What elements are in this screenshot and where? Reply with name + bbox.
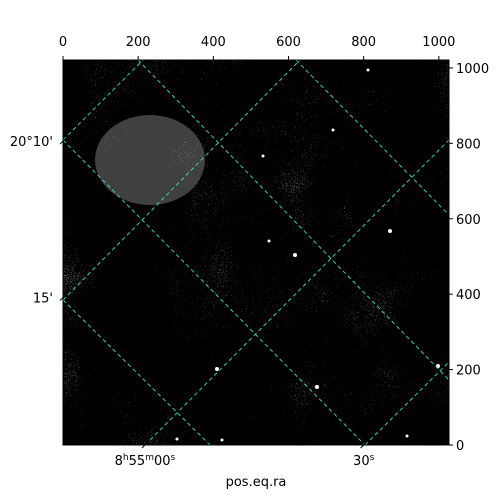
ra-tick-label: 30s [353,453,375,469]
x-tick-label: 600 [276,35,301,50]
plot-frame [62,59,450,446]
y-tick-label: 600 [456,213,481,228]
dec-tick [59,294,67,301]
dec-tick-label: 15' [33,292,53,307]
x-tick-label: 400 [201,35,226,50]
x-tick-label: 0 [59,35,67,50]
y-tick-label: 200 [456,364,481,379]
y-tick-label: 1000 [456,62,489,77]
ra-tick-label: 8h55m00s [115,453,176,469]
dec-tick [59,137,67,145]
ra-tick [141,441,149,449]
x-tick-label: 1000 [422,35,455,50]
x-tick-label: 200 [126,35,151,50]
x-tick-label: 800 [351,35,376,50]
y-tick-label: 0 [456,439,464,454]
y-tick-label: 400 [456,288,481,303]
dec-tick-label: 20°10' [10,135,53,150]
sky-image [63,60,449,445]
x-axis-label: pos.eq.ra [226,475,287,490]
coordinate-grid [63,60,449,445]
y-tick-label: 800 [456,137,481,152]
ra-tick [360,441,368,449]
